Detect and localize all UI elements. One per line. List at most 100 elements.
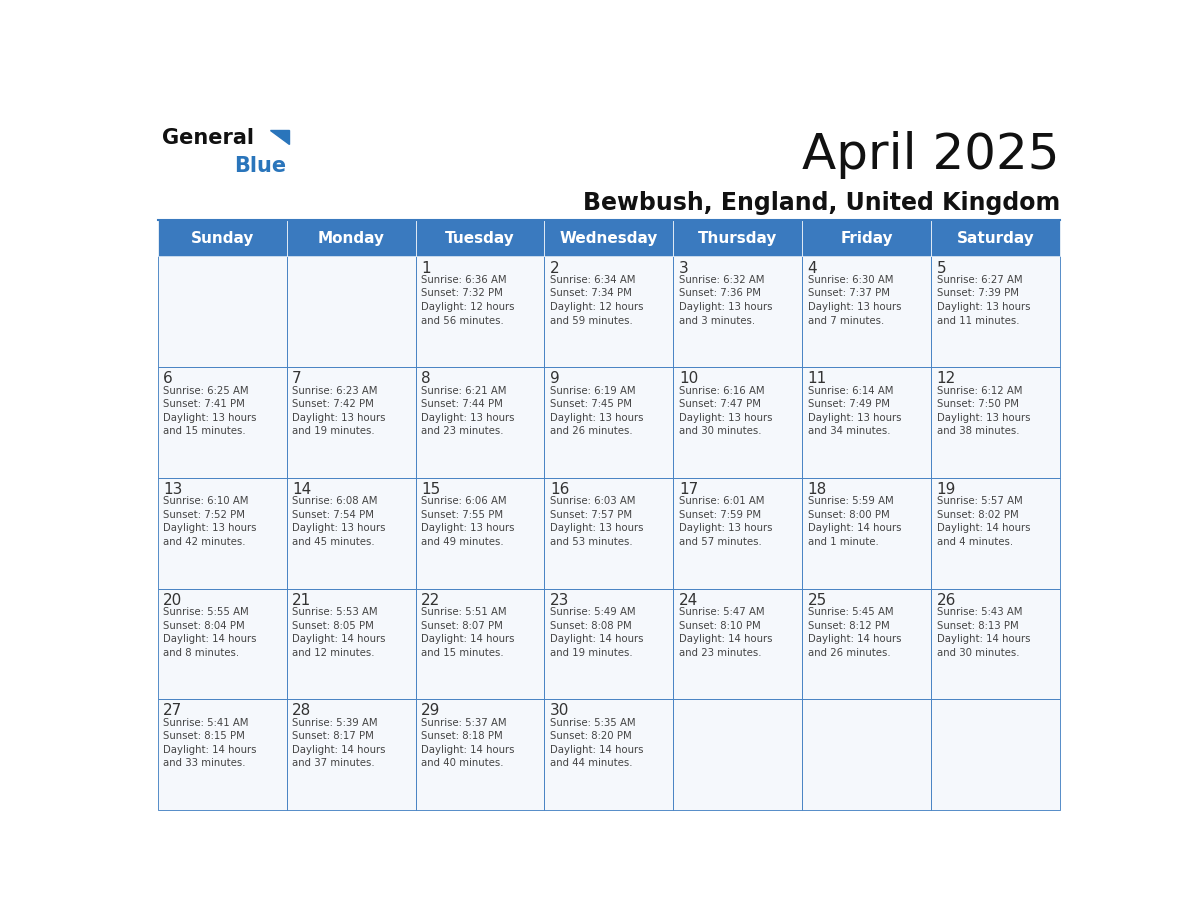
Text: 24: 24	[678, 593, 699, 608]
Bar	[416, 588, 544, 700]
Text: 1: 1	[421, 261, 431, 275]
Bar	[931, 588, 1060, 700]
Bar	[158, 588, 286, 700]
Text: Sunrise: 6:19 AM
Sunset: 7:45 PM
Daylight: 13 hours
and 26 minutes.: Sunrise: 6:19 AM Sunset: 7:45 PM Dayligh…	[550, 386, 644, 436]
Text: Friday: Friday	[840, 230, 893, 246]
Text: 4: 4	[808, 261, 817, 275]
Bar	[416, 478, 544, 588]
Bar	[544, 219, 674, 256]
Text: 9: 9	[550, 372, 560, 386]
Text: 23: 23	[550, 593, 569, 608]
Bar	[674, 367, 802, 478]
Text: Sunrise: 5:35 AM
Sunset: 8:20 PM
Daylight: 14 hours
and 44 minutes.: Sunrise: 5:35 AM Sunset: 8:20 PM Dayligh…	[550, 718, 644, 768]
Text: Sunrise: 5:55 AM
Sunset: 8:04 PM
Daylight: 14 hours
and 8 minutes.: Sunrise: 5:55 AM Sunset: 8:04 PM Dayligh…	[163, 607, 257, 657]
Bar	[416, 219, 544, 256]
Text: Sunrise: 6:01 AM
Sunset: 7:59 PM
Daylight: 13 hours
and 57 minutes.: Sunrise: 6:01 AM Sunset: 7:59 PM Dayligh…	[678, 497, 772, 547]
Text: Sunrise: 5:45 AM
Sunset: 8:12 PM
Daylight: 14 hours
and 26 minutes.: Sunrise: 5:45 AM Sunset: 8:12 PM Dayligh…	[808, 607, 902, 657]
Text: 26: 26	[936, 593, 956, 608]
Text: Sunrise: 6:36 AM
Sunset: 7:32 PM
Daylight: 12 hours
and 56 minutes.: Sunrise: 6:36 AM Sunset: 7:32 PM Dayligh…	[421, 274, 514, 326]
Text: Bewbush, England, United Kingdom: Bewbush, England, United Kingdom	[583, 192, 1060, 216]
Text: Sunrise: 6:21 AM
Sunset: 7:44 PM
Daylight: 13 hours
and 23 minutes.: Sunrise: 6:21 AM Sunset: 7:44 PM Dayligh…	[421, 386, 514, 436]
Text: 21: 21	[292, 593, 311, 608]
Text: Sunrise: 6:06 AM
Sunset: 7:55 PM
Daylight: 13 hours
and 49 minutes.: Sunrise: 6:06 AM Sunset: 7:55 PM Dayligh…	[421, 497, 514, 547]
Bar	[674, 588, 802, 700]
Text: 10: 10	[678, 372, 699, 386]
Text: 29: 29	[421, 703, 441, 719]
Bar	[544, 478, 674, 588]
Text: 8: 8	[421, 372, 431, 386]
Text: 11: 11	[808, 372, 827, 386]
Bar	[158, 256, 286, 367]
Text: Sunrise: 6:12 AM
Sunset: 7:50 PM
Daylight: 13 hours
and 38 minutes.: Sunrise: 6:12 AM Sunset: 7:50 PM Dayligh…	[936, 386, 1030, 436]
Text: Sunrise: 6:25 AM
Sunset: 7:41 PM
Daylight: 13 hours
and 15 minutes.: Sunrise: 6:25 AM Sunset: 7:41 PM Dayligh…	[163, 386, 257, 436]
Text: Sunrise: 5:59 AM
Sunset: 8:00 PM
Daylight: 14 hours
and 1 minute.: Sunrise: 5:59 AM Sunset: 8:00 PM Dayligh…	[808, 497, 902, 547]
Text: Sunday: Sunday	[190, 230, 254, 246]
Text: 6: 6	[163, 372, 173, 386]
Text: Sunrise: 5:39 AM
Sunset: 8:17 PM
Daylight: 14 hours
and 37 minutes.: Sunrise: 5:39 AM Sunset: 8:17 PM Dayligh…	[292, 718, 386, 768]
Text: Sunrise: 5:43 AM
Sunset: 8:13 PM
Daylight: 14 hours
and 30 minutes.: Sunrise: 5:43 AM Sunset: 8:13 PM Dayligh…	[936, 607, 1030, 657]
Text: Thursday: Thursday	[699, 230, 777, 246]
Text: Sunrise: 6:03 AM
Sunset: 7:57 PM
Daylight: 13 hours
and 53 minutes.: Sunrise: 6:03 AM Sunset: 7:57 PM Dayligh…	[550, 497, 644, 547]
Bar	[416, 700, 544, 810]
Text: 17: 17	[678, 482, 699, 498]
Bar	[544, 256, 674, 367]
Bar	[674, 256, 802, 367]
Text: Blue: Blue	[234, 156, 286, 176]
Bar	[544, 700, 674, 810]
Bar	[802, 219, 931, 256]
Text: 28: 28	[292, 703, 311, 719]
Text: Sunrise: 5:41 AM
Sunset: 8:15 PM
Daylight: 14 hours
and 33 minutes.: Sunrise: 5:41 AM Sunset: 8:15 PM Dayligh…	[163, 718, 257, 768]
Bar	[802, 700, 931, 810]
Text: 5: 5	[936, 261, 947, 275]
Text: 22: 22	[421, 593, 441, 608]
Bar	[158, 700, 286, 810]
Text: April 2025: April 2025	[802, 131, 1060, 179]
Text: 15: 15	[421, 482, 441, 498]
Text: 2: 2	[550, 261, 560, 275]
Text: 14: 14	[292, 482, 311, 498]
Text: 30: 30	[550, 703, 569, 719]
Bar	[416, 367, 544, 478]
Bar	[674, 478, 802, 588]
Text: Tuesday: Tuesday	[446, 230, 514, 246]
Bar	[286, 256, 416, 367]
Bar	[931, 700, 1060, 810]
Bar	[802, 588, 931, 700]
Bar	[544, 588, 674, 700]
Text: 12: 12	[936, 372, 956, 386]
Text: Sunrise: 6:10 AM
Sunset: 7:52 PM
Daylight: 13 hours
and 42 minutes.: Sunrise: 6:10 AM Sunset: 7:52 PM Dayligh…	[163, 497, 257, 547]
Text: Wednesday: Wednesday	[560, 230, 658, 246]
Text: General: General	[163, 128, 254, 148]
Bar	[158, 478, 286, 588]
Text: Sunrise: 5:57 AM
Sunset: 8:02 PM
Daylight: 14 hours
and 4 minutes.: Sunrise: 5:57 AM Sunset: 8:02 PM Dayligh…	[936, 497, 1030, 547]
Text: Sunrise: 5:53 AM
Sunset: 8:05 PM
Daylight: 14 hours
and 12 minutes.: Sunrise: 5:53 AM Sunset: 8:05 PM Dayligh…	[292, 607, 386, 657]
Bar	[931, 256, 1060, 367]
Bar	[286, 219, 416, 256]
Bar	[416, 256, 544, 367]
Bar	[286, 700, 416, 810]
Bar	[286, 367, 416, 478]
Bar	[802, 256, 931, 367]
Text: Sunrise: 6:14 AM
Sunset: 7:49 PM
Daylight: 13 hours
and 34 minutes.: Sunrise: 6:14 AM Sunset: 7:49 PM Dayligh…	[808, 386, 902, 436]
Bar	[802, 367, 931, 478]
Text: Sunrise: 5:47 AM
Sunset: 8:10 PM
Daylight: 14 hours
and 23 minutes.: Sunrise: 5:47 AM Sunset: 8:10 PM Dayligh…	[678, 607, 772, 657]
Text: 7: 7	[292, 372, 302, 386]
Text: Sunrise: 6:23 AM
Sunset: 7:42 PM
Daylight: 13 hours
and 19 minutes.: Sunrise: 6:23 AM Sunset: 7:42 PM Dayligh…	[292, 386, 386, 436]
Bar	[931, 219, 1060, 256]
Bar	[931, 367, 1060, 478]
Text: Monday: Monday	[317, 230, 385, 246]
Text: 20: 20	[163, 593, 183, 608]
Bar	[674, 219, 802, 256]
Text: Sunrise: 6:16 AM
Sunset: 7:47 PM
Daylight: 13 hours
and 30 minutes.: Sunrise: 6:16 AM Sunset: 7:47 PM Dayligh…	[678, 386, 772, 436]
Text: Sunrise: 5:37 AM
Sunset: 8:18 PM
Daylight: 14 hours
and 40 minutes.: Sunrise: 5:37 AM Sunset: 8:18 PM Dayligh…	[421, 718, 514, 768]
Bar	[674, 700, 802, 810]
Bar	[931, 478, 1060, 588]
Text: 18: 18	[808, 482, 827, 498]
Bar	[158, 219, 286, 256]
Polygon shape	[270, 130, 290, 144]
Text: Sunrise: 5:49 AM
Sunset: 8:08 PM
Daylight: 14 hours
and 19 minutes.: Sunrise: 5:49 AM Sunset: 8:08 PM Dayligh…	[550, 607, 644, 657]
Text: 3: 3	[678, 261, 689, 275]
Text: Sunrise: 6:08 AM
Sunset: 7:54 PM
Daylight: 13 hours
and 45 minutes.: Sunrise: 6:08 AM Sunset: 7:54 PM Dayligh…	[292, 497, 386, 547]
Text: Sunrise: 6:27 AM
Sunset: 7:39 PM
Daylight: 13 hours
and 11 minutes.: Sunrise: 6:27 AM Sunset: 7:39 PM Dayligh…	[936, 274, 1030, 326]
Text: Sunrise: 6:30 AM
Sunset: 7:37 PM
Daylight: 13 hours
and 7 minutes.: Sunrise: 6:30 AM Sunset: 7:37 PM Dayligh…	[808, 274, 902, 326]
